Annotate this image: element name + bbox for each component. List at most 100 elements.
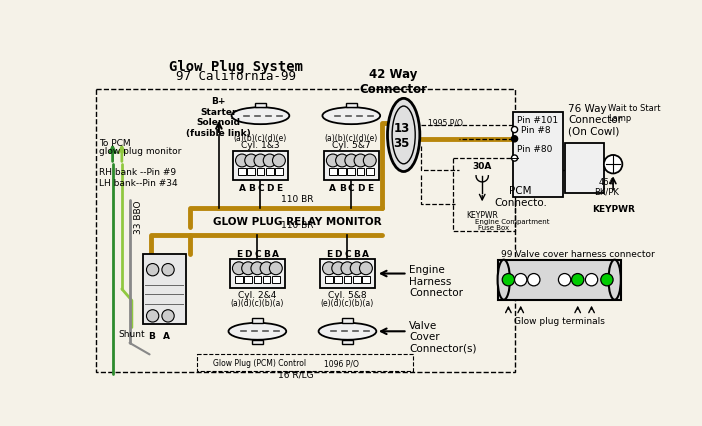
Text: B: B [338, 183, 345, 192]
Text: (a)(d)(c)(b)(a): (a)(d)(c)(b)(a) [231, 299, 284, 308]
Circle shape [260, 262, 273, 275]
Bar [565, 143, 604, 193]
Bar [247, 169, 255, 176]
Circle shape [336, 155, 348, 167]
Text: A: A [329, 183, 336, 192]
Text: KEYPWR: KEYPWR [592, 205, 635, 214]
Text: (e)(d)(c)(b)(a): (e)(d)(c)(b)(a) [321, 299, 374, 308]
Bar [263, 276, 270, 283]
Text: A: A [163, 331, 170, 340]
Text: Pin #8: Pin #8 [521, 126, 550, 135]
Text: 110 BR: 110 BR [282, 220, 314, 229]
Text: Cyl. 1&3: Cyl. 1&3 [241, 141, 280, 150]
Bar [252, 319, 263, 323]
Text: Engine Compartment: Engine Compartment [475, 219, 549, 225]
Bar [244, 276, 252, 283]
Text: Engine
Harness
Connector: Engine Harness Connector [409, 265, 463, 298]
Circle shape [263, 155, 276, 167]
Bar [272, 276, 279, 283]
Circle shape [147, 264, 159, 276]
Circle shape [585, 274, 597, 286]
Text: 99 Valve cover harness connector: 99 Valve cover harness connector [501, 249, 655, 258]
Circle shape [236, 155, 249, 167]
Bar [342, 340, 353, 345]
Circle shape [364, 155, 376, 167]
Circle shape [147, 310, 159, 322]
Bar [95, 89, 515, 372]
Bar [338, 169, 346, 176]
Bar [266, 169, 274, 176]
Circle shape [359, 262, 372, 275]
Bar [346, 104, 357, 108]
Ellipse shape [322, 108, 380, 125]
Circle shape [241, 262, 255, 275]
Bar [319, 259, 375, 288]
Circle shape [604, 155, 623, 174]
Text: 42 Way
Connector: 42 Way Connector [359, 68, 428, 96]
Text: 110 BR: 110 BR [282, 194, 314, 203]
Circle shape [558, 274, 571, 286]
Circle shape [322, 262, 336, 275]
Bar [329, 169, 337, 176]
Text: C: C [344, 250, 351, 259]
Text: Pin #80: Pin #80 [517, 145, 552, 154]
Text: KEYPWR: KEYPWR [466, 211, 498, 220]
Text: B: B [248, 183, 255, 192]
Text: Fuse Box: Fuse Box [477, 225, 509, 231]
Text: 16 R/LG: 16 R/LG [278, 369, 314, 378]
Text: (a)(b)(c)(d)(e): (a)(b)(c)(d)(e) [325, 134, 378, 143]
Text: LH bank--Pin #34: LH bank--Pin #34 [99, 179, 178, 188]
Circle shape [515, 274, 527, 286]
Text: Glow plug terminals: Glow plug terminals [514, 316, 604, 325]
Circle shape [162, 264, 174, 276]
Ellipse shape [232, 108, 289, 125]
Bar [498, 260, 621, 300]
Text: 464
BK/PK: 464 BK/PK [594, 177, 618, 196]
Text: C: C [254, 250, 260, 259]
Text: B: B [353, 250, 360, 259]
Text: 13: 13 [393, 121, 409, 135]
Text: 76 Way
Connector
(On Cowl): 76 Way Connector (On Cowl) [569, 104, 623, 136]
Text: B: B [263, 250, 270, 259]
Bar [325, 276, 333, 283]
Text: B+
Starter
Solenoid
(fusible link): B+ Starter Solenoid (fusible link) [187, 97, 251, 137]
Bar [257, 169, 264, 176]
Bar [353, 276, 361, 283]
Text: 35: 35 [393, 137, 409, 150]
Bar [342, 319, 353, 323]
Circle shape [571, 274, 584, 286]
Circle shape [350, 262, 363, 275]
Text: 30A: 30A [472, 162, 492, 171]
Text: Glow Plug (PCM) Control: Glow Plug (PCM) Control [213, 359, 306, 368]
Bar [252, 340, 263, 345]
Text: PCM
Connecto.: PCM Connecto. [494, 186, 547, 207]
Text: A: A [239, 183, 246, 192]
Bar [357, 169, 364, 176]
Text: B: B [147, 331, 154, 340]
Circle shape [601, 274, 613, 286]
Bar [334, 276, 342, 283]
Text: E: E [326, 250, 332, 259]
Circle shape [354, 155, 367, 167]
Bar [275, 169, 283, 176]
Bar [253, 276, 261, 283]
Bar [324, 152, 379, 181]
Text: 33 BBO: 33 BBO [133, 199, 143, 233]
Text: D: D [357, 183, 364, 192]
Text: 1995 P/O: 1995 P/O [428, 118, 463, 127]
Ellipse shape [392, 107, 415, 164]
Circle shape [502, 274, 515, 286]
Circle shape [232, 262, 245, 275]
Text: E: E [276, 183, 282, 192]
Text: C: C [257, 183, 264, 192]
Circle shape [254, 155, 267, 167]
Text: 1096 P/O: 1096 P/O [324, 359, 359, 368]
Text: GLOW PLUG RELAY MONITOR: GLOW PLUG RELAY MONITOR [213, 216, 382, 226]
Text: Glow Plug System: Glow Plug System [168, 60, 303, 74]
Bar [230, 259, 285, 288]
Circle shape [162, 310, 174, 322]
Bar [362, 276, 370, 283]
Text: Cyl. 2&4: Cyl. 2&4 [238, 291, 277, 300]
Bar [347, 169, 355, 176]
Circle shape [341, 262, 354, 275]
